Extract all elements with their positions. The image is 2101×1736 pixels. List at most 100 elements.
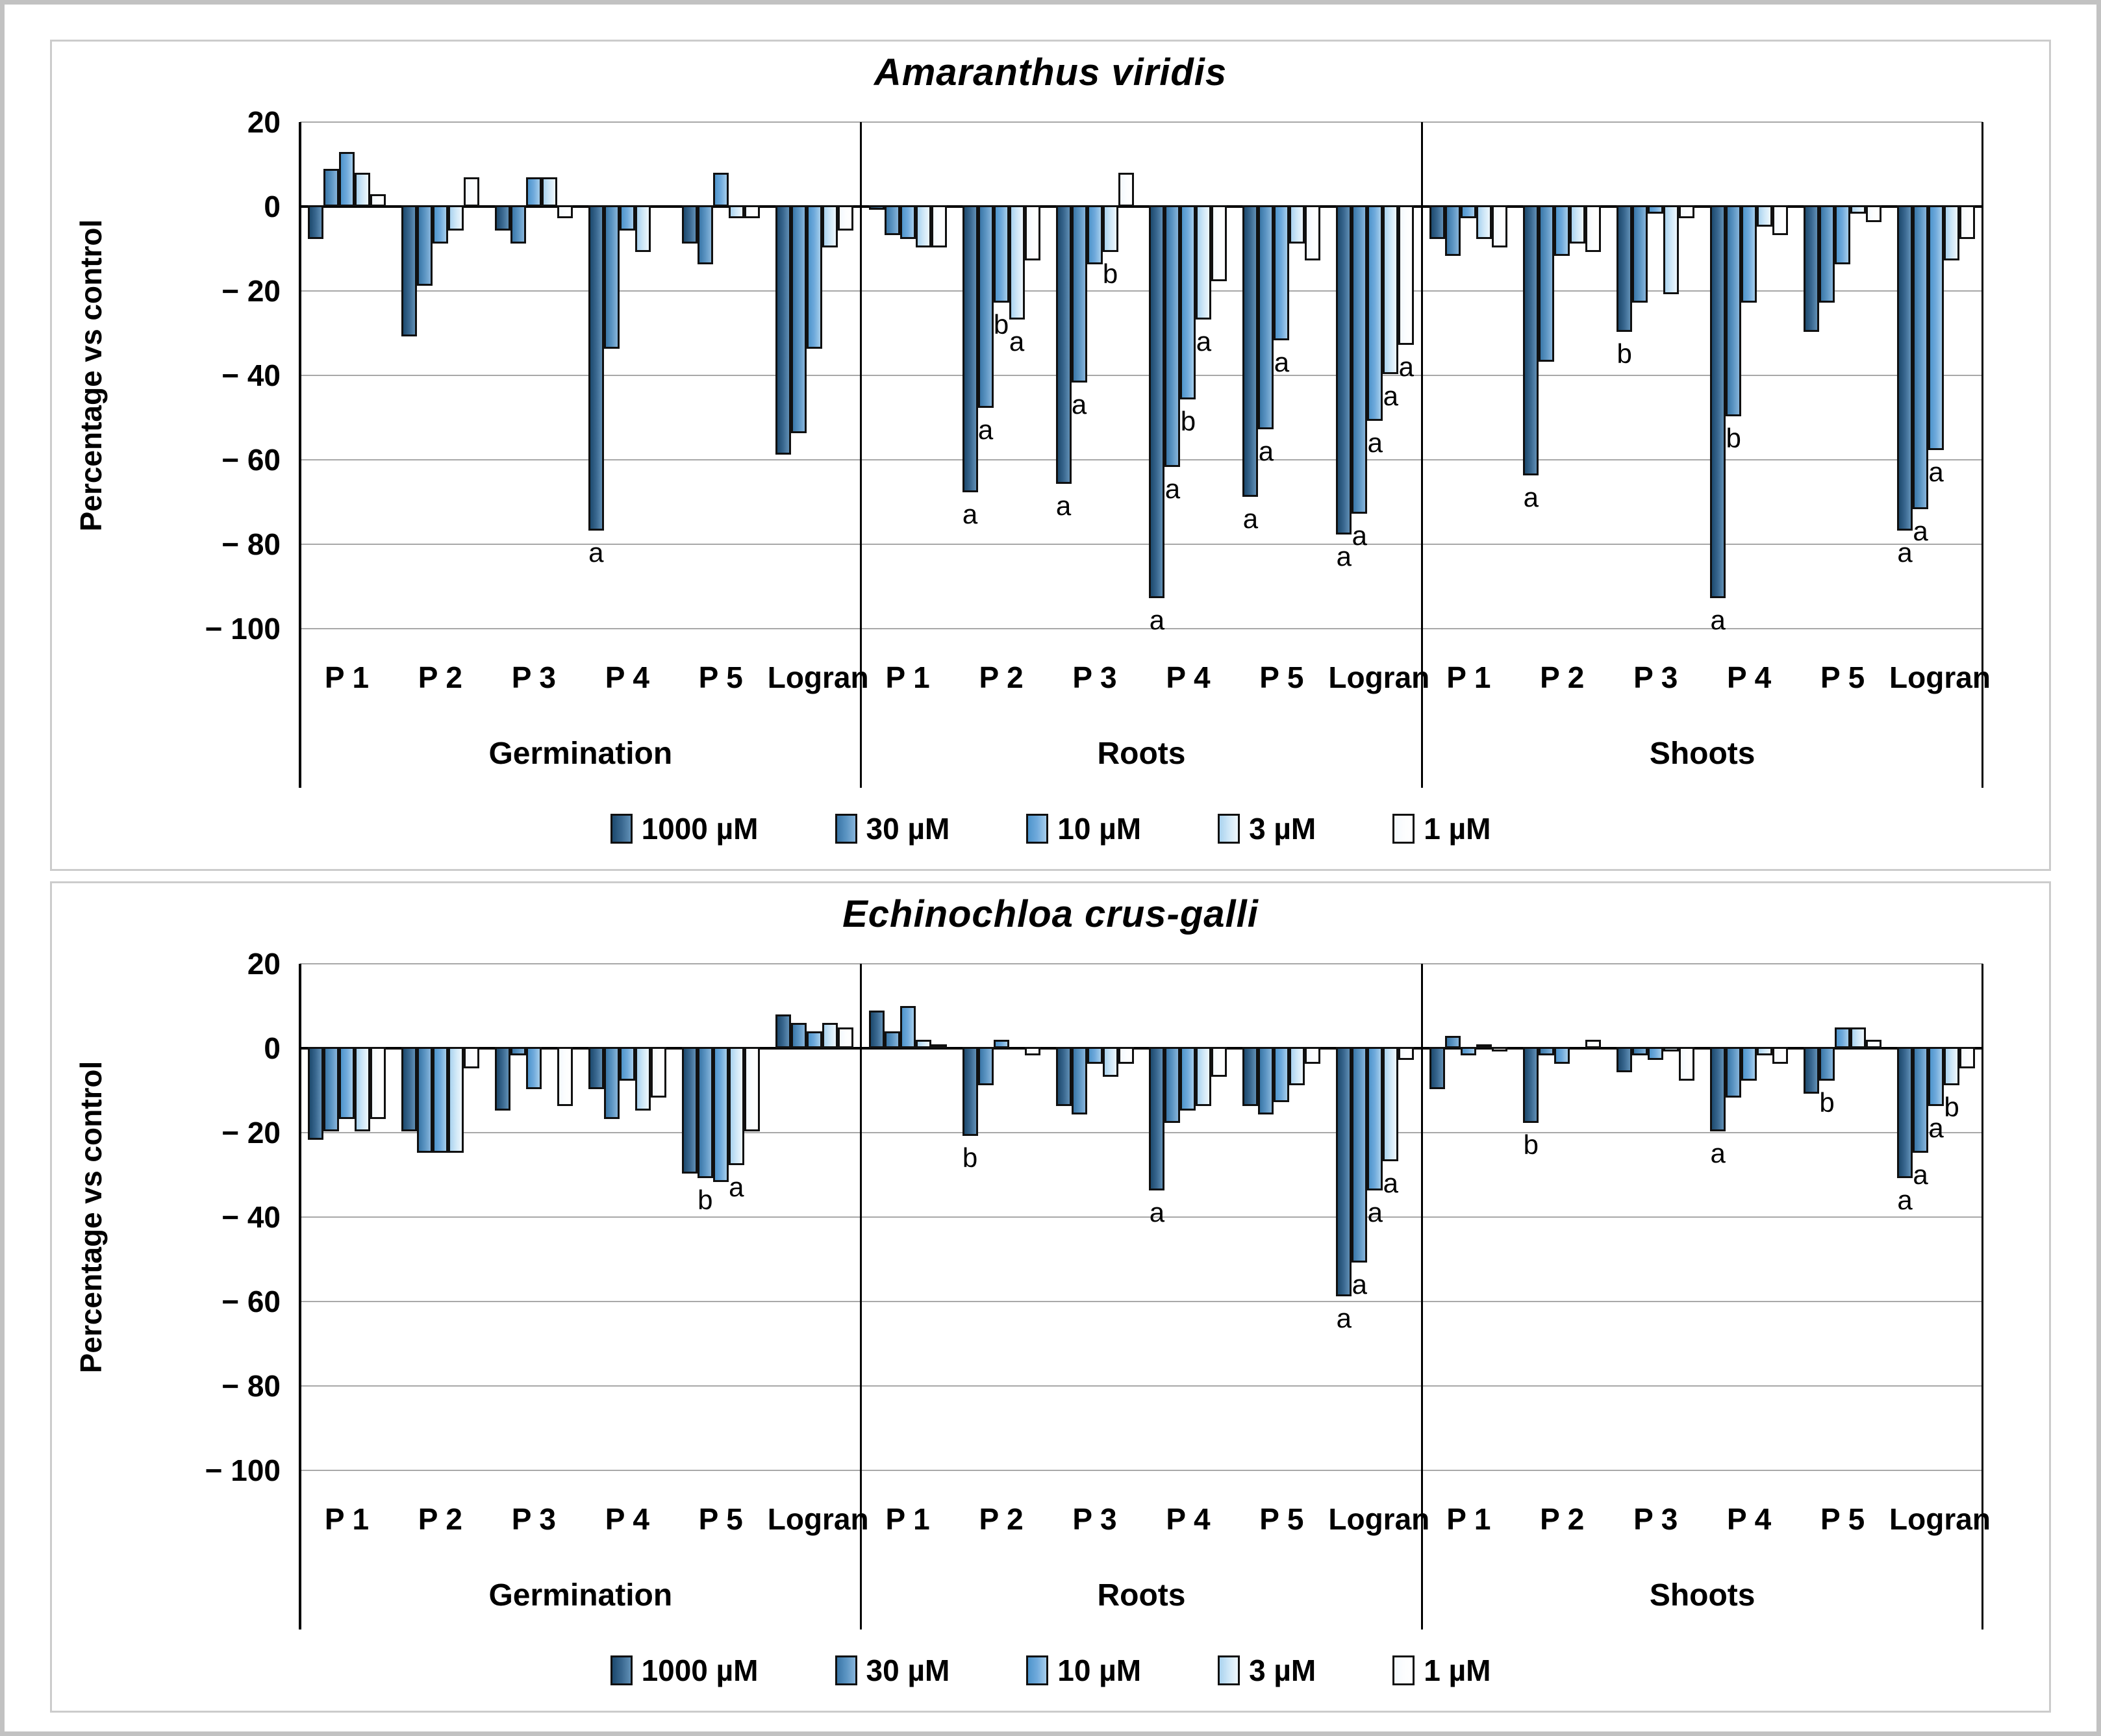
bar-c3: [1944, 205, 1960, 260]
y-tick-label: 20: [247, 105, 281, 139]
bar-c1000: [1055, 1047, 1072, 1106]
bar-c3: [728, 205, 744, 218]
gridline: [300, 121, 1983, 123]
bar-c1: [1398, 1047, 1415, 1060]
x-tick-label: P 2: [1540, 1502, 1585, 1536]
significance-letter: a: [1710, 604, 1726, 635]
bar-c1: [931, 205, 947, 247]
significance-letter: a: [1164, 473, 1181, 504]
bar-c10: [1741, 1047, 1757, 1081]
y-tick-label: − 60: [221, 443, 281, 477]
significance-letter: a: [1383, 1167, 1399, 1198]
legend-swatch-1-µm: [1392, 1655, 1415, 1685]
bar-c3: [915, 1040, 931, 1048]
bar-c30: [1726, 1047, 1742, 1098]
bar-c1000: [868, 1010, 885, 1048]
bar-c3: [1850, 205, 1867, 214]
bar-c30: [1258, 1047, 1274, 1114]
bar-c1000: [401, 1047, 417, 1131]
bar-c30: [790, 205, 807, 433]
bar-c30: [1071, 205, 1087, 383]
bar-c30: [1632, 1047, 1648, 1055]
significance-letter: a: [729, 1172, 744, 1202]
x-tick-label: P 4: [1727, 660, 1772, 694]
bar-c1: [837, 1027, 853, 1048]
bar-c30: [1352, 205, 1368, 514]
bar-c1: [463, 1047, 479, 1068]
bar-c10: [993, 1040, 1009, 1048]
chart-title: Amaranthus viridis: [874, 51, 1227, 94]
legend-swatch-1-µm: [1392, 814, 1415, 844]
bar-c1: [1866, 205, 1882, 222]
legend-swatch-10-µm: [1026, 1655, 1049, 1685]
bar-c10: [1741, 205, 1757, 303]
bar-c1: [1024, 205, 1040, 260]
section-label: Shoots: [1649, 736, 1755, 771]
bar-c1000: [1429, 1047, 1446, 1089]
bar-c30: [1539, 205, 1555, 362]
plot-area: 20 0 − 20 − 40 − 60 − 80 − 100 Germination P 1 P …: [205, 105, 1991, 788]
bar-c3: [1196, 205, 1212, 320]
bar-c1000: [1710, 205, 1726, 598]
bar-c10: [1554, 1047, 1570, 1064]
section-label: Roots: [1097, 736, 1186, 771]
bar-c10: [432, 205, 448, 244]
significance-letter: b: [1180, 406, 1196, 436]
bar-c30: [884, 205, 900, 235]
gridline: [300, 544, 1983, 545]
bar-c10: [1180, 205, 1196, 399]
bar-c3: [822, 1023, 838, 1048]
x-tick-label: P 1: [324, 1502, 370, 1536]
x-tick-label: Logran: [1889, 1502, 1991, 1536]
significance-letter: a: [1913, 516, 1928, 546]
bar-c10: [900, 205, 916, 239]
legend-item: 1 µM: [1392, 811, 1491, 846]
bar-c3: [1476, 1044, 1492, 1048]
bar-c1: [931, 1044, 947, 1048]
chart-panel-amaranthus: Amaranthus viridis Percentage vs control…: [50, 40, 2051, 871]
bar-c10: [1835, 1027, 1851, 1048]
significance-letter: a: [1383, 381, 1399, 411]
bar-c10: [1554, 205, 1570, 256]
x-tick-label: P 1: [1446, 1502, 1491, 1536]
bar-c1000: [1336, 1047, 1352, 1296]
x-tick-label: P 5: [1820, 660, 1865, 694]
legend-label: 1 µM: [1424, 812, 1491, 846]
x-tick-label: P 1: [324, 660, 370, 694]
legend-item: 3 µM: [1218, 811, 1316, 846]
y-tick-label: − 80: [221, 1369, 281, 1403]
legend-item: 30 µM: [835, 1653, 950, 1688]
bar-c1000: [1617, 205, 1633, 332]
x-tick-label: Logran: [1328, 660, 1430, 694]
significance-letter: b: [1102, 258, 1118, 289]
x-tick-label: P 4: [605, 1502, 649, 1536]
legend-item: 1000 µM: [610, 1653, 759, 1688]
x-tick-label: P 5: [698, 660, 743, 694]
bar-c1: [370, 194, 386, 207]
gridline: [300, 459, 1983, 460]
bar-c3: [1757, 205, 1773, 227]
bar-c3: [447, 205, 464, 231]
y-tick-label: 0: [264, 190, 281, 223]
legend-label: 1 µM: [1424, 1654, 1491, 1687]
y-axis-line: [299, 964, 301, 1629]
bar-c10: [619, 1047, 635, 1081]
plot-right-border: [1981, 964, 1983, 1629]
bar-c10: [1367, 1047, 1383, 1190]
significance-letter: b: [962, 1142, 978, 1173]
significance-letter: b: [1726, 423, 1741, 453]
bar-c10: [1648, 1047, 1664, 1060]
bar-c30: [977, 1047, 994, 1085]
x-tick-label: Logran: [1328, 1502, 1430, 1536]
x-tick-label: P 1: [885, 1502, 930, 1536]
x-tick-label: P 5: [1820, 1502, 1865, 1536]
y-tick-label: − 40: [221, 359, 281, 392]
bar-c30: [323, 168, 339, 207]
bar-c1000: [588, 205, 604, 531]
bar-c1000: [681, 205, 698, 244]
bar-c1000: [775, 205, 791, 455]
bar-c30: [603, 205, 620, 349]
bar-c1: [1866, 1040, 1882, 1048]
significance-letter: b: [698, 1184, 713, 1215]
bar-c3: [1289, 1047, 1305, 1085]
